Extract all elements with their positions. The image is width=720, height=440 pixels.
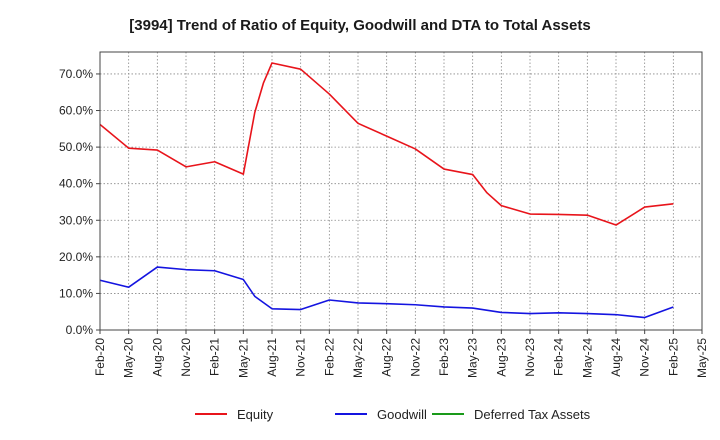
y-tick-label: 50.0% — [59, 140, 93, 154]
x-tick-label: Nov-23 — [523, 338, 537, 377]
x-tick-label: May-20 — [122, 338, 136, 378]
legend-label: Goodwill — [377, 407, 427, 422]
x-tick-label: Aug-24 — [609, 338, 623, 377]
y-tick-label: 20.0% — [59, 250, 93, 264]
x-tick-label: Aug-21 — [265, 338, 279, 377]
x-tick-label: Feb-24 — [552, 338, 566, 376]
x-tick-label: Feb-23 — [437, 338, 451, 376]
x-tick-label: Nov-22 — [408, 338, 422, 377]
x-tick-label: May-22 — [351, 338, 365, 378]
legend-label: Deferred Tax Assets — [474, 407, 591, 422]
y-axis: 0.0% 10.0% 20.0% 30.0% 40.0% 50.0% 60.0% 70.0% — [59, 67, 100, 337]
x-tick-label: May-23 — [466, 338, 480, 378]
x-tick-label: Feb-25 — [666, 338, 680, 376]
x-tick-label: Nov-21 — [294, 338, 308, 377]
x-tick-label: Aug-23 — [494, 338, 508, 377]
y-tick-label: 60.0% — [59, 104, 93, 118]
chart-title: [3994] Trend of Ratio of Equity, Goodwil… — [129, 17, 590, 34]
legend: Equity Goodwill Deferred Tax Assets — [195, 407, 591, 422]
series-line-equity — [99, 62, 674, 226]
series-lines — [99, 62, 674, 319]
y-tick-label: 0.0% — [66, 323, 94, 337]
x-tick-label: Aug-20 — [150, 338, 164, 377]
x-axis: Feb-20 May-20 Aug-20 Nov-20 Feb-21 May-21 Aug-… — [93, 330, 709, 378]
x-tick-label: May-25 — [695, 338, 709, 378]
x-tick-label: Feb-20 — [93, 338, 107, 376]
x-tick-label: Nov-20 — [179, 338, 193, 377]
y-tick-label: 70.0% — [59, 67, 93, 81]
x-tick-label: Feb-22 — [322, 338, 336, 376]
series-line-goodwill — [99, 266, 674, 319]
x-tick-label: May-21 — [236, 338, 250, 378]
y-tick-label: 30.0% — [59, 213, 93, 227]
x-tick-label: May-24 — [580, 338, 594, 378]
plot-frame — [99, 51, 703, 331]
legend-label: Equity — [237, 407, 274, 422]
x-tick-label: Feb-21 — [208, 338, 222, 376]
grid — [100, 52, 702, 330]
x-tick-label: Nov-24 — [638, 338, 652, 377]
y-tick-label: 10.0% — [59, 286, 93, 300]
y-tick-label: 40.0% — [59, 177, 93, 191]
x-tick-label: Aug-22 — [380, 338, 394, 377]
